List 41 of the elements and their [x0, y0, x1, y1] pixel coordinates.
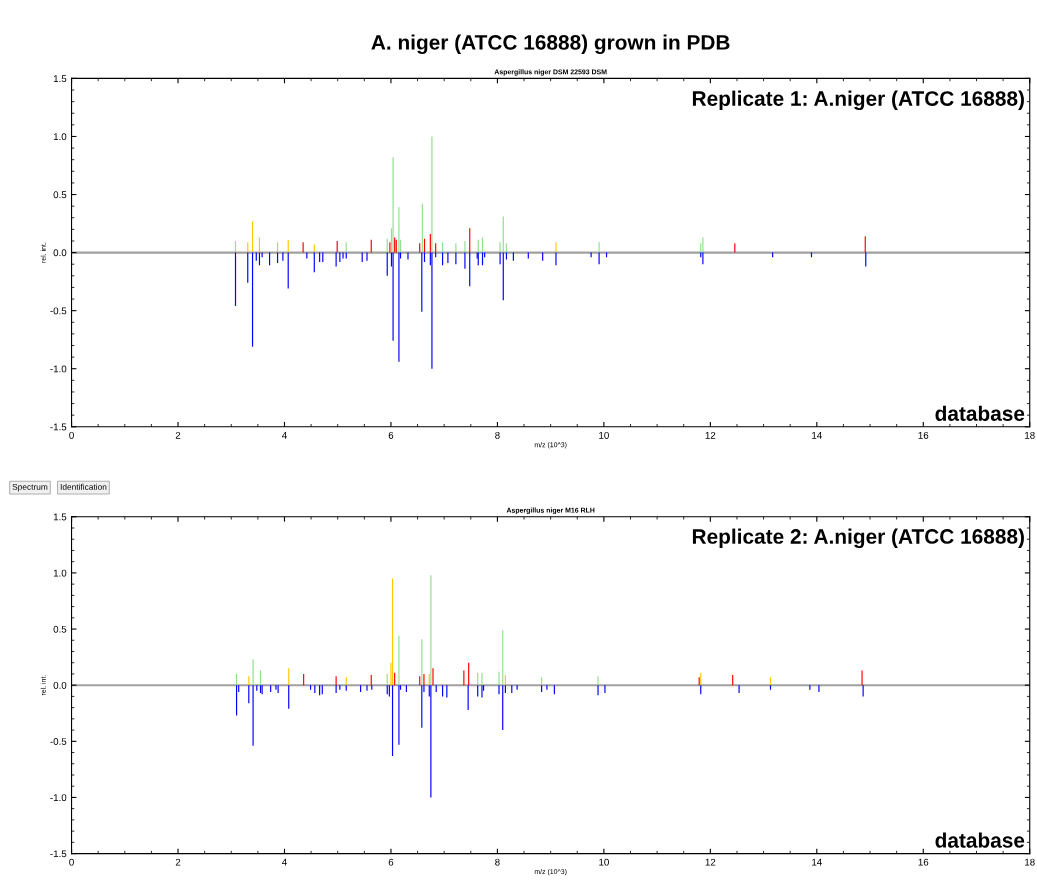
x-tick-label: 0 [69, 858, 74, 866]
x-tick-label: 6 [388, 858, 394, 866]
annotation: database [935, 832, 1025, 848]
annotation: database [935, 405, 1025, 421]
y-tick-label: 0.0 [53, 681, 67, 689]
y-tick-label: -1.0 [50, 794, 67, 802]
y-tick-label: 0.0 [53, 249, 67, 257]
x-tick-label: 12 [705, 858, 716, 866]
x-tick-label: 6 [388, 431, 394, 439]
x-tick-label: 18 [1025, 431, 1035, 439]
y-tick-label: -1.5 [50, 423, 67, 431]
x-tick-label: 12 [705, 431, 716, 439]
text: Identification [60, 483, 107, 490]
x-tick-label: 16 [918, 431, 929, 439]
y-tick-label: -0.5 [50, 738, 67, 745]
y-tick-label: 1.5 [53, 513, 67, 521]
x-tick-label: 10 [599, 858, 609, 866]
text: Spectrum [12, 483, 48, 492]
chart-title: A. niger (ATCC 16888) grown in PDB [371, 34, 730, 55]
annotation: Replicate 1: A.niger (ATCC 16888) [692, 90, 1024, 111]
x-tick-label: 16 [918, 858, 929, 866]
x-tick-label: 14 [812, 858, 822, 866]
x-tick-label: 8 [495, 431, 500, 439]
y-tick-label: -1.5 [50, 850, 67, 858]
x-tick-label: 18 [1025, 858, 1035, 866]
x-tick-label: 8 [495, 858, 500, 866]
x-tick-label: 4 [282, 858, 287, 866]
x-tick-label: 14 [812, 432, 822, 439]
y-tick-label: 1.0 [53, 569, 67, 577]
y-tick-label: -0.5 [50, 307, 67, 315]
y-tick-label: 0.5 [53, 191, 67, 199]
y-tick-label: -1.0 [50, 365, 67, 373]
y-tick-label: 1.5 [53, 75, 67, 83]
y-tick-label: 0.5 [53, 625, 67, 633]
y-tick-label: 1.0 [53, 133, 67, 141]
x-tick-label: 0 [69, 431, 74, 439]
annotation: Replicate 2: A.niger (ATCC 16888) [692, 528, 1024, 549]
x-tick-label: 2 [175, 858, 181, 866]
x-tick-label: 10 [599, 431, 609, 439]
x-tick-label: 2 [175, 431, 181, 439]
x-tick-label: 4 [282, 432, 287, 439]
